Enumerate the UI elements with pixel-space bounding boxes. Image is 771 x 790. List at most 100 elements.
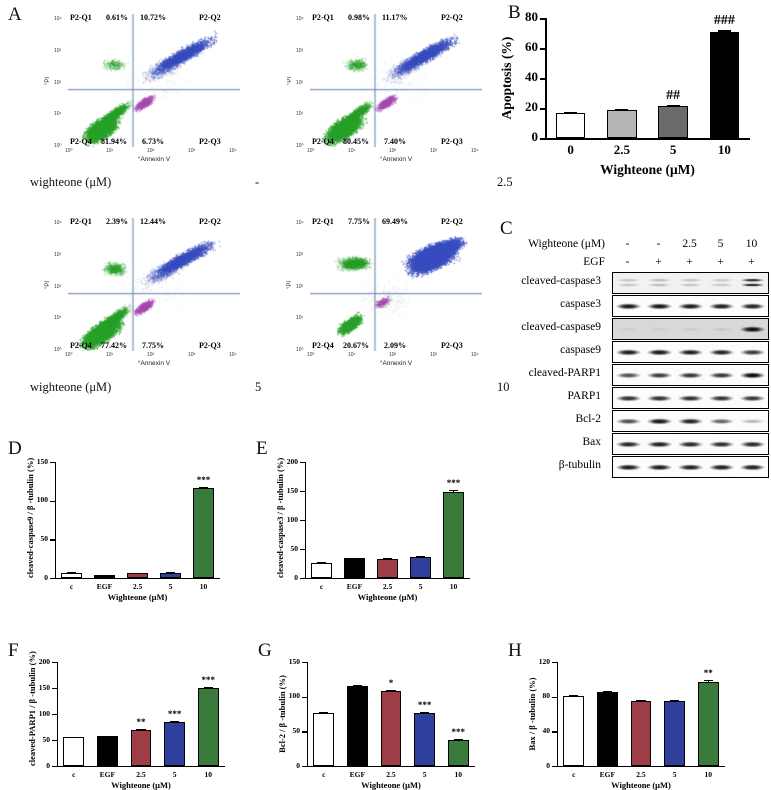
blot-row-box <box>612 272 769 294</box>
flow-q2-value: 12.44% <box>140 217 166 226</box>
x-axis-line <box>545 138 750 140</box>
x-axis-line <box>55 578 220 579</box>
x-tick-label: 5 <box>154 582 187 591</box>
x-tick-label: 2.5 <box>124 770 158 779</box>
flow-ytick: 10⁴ <box>54 220 62 226</box>
bar <box>664 701 685 766</box>
blot-row-label: Bcl-2 <box>470 413 601 425</box>
y-tick-mark <box>540 108 545 110</box>
flow-q3-label: P2-Q3 <box>441 341 463 350</box>
x-axis-line <box>305 578 470 579</box>
flow-ytick: 10¹ <box>54 315 61 321</box>
flow-caption-label: wighteone (μM) <box>30 175 111 190</box>
flow-xtick: 10³ <box>430 352 437 358</box>
y-axis-line <box>557 662 558 767</box>
bar <box>658 106 688 138</box>
x-tick-label: 0 <box>545 142 596 158</box>
blot-row-box <box>612 364 769 386</box>
flow-xtick: 10⁰ <box>65 352 73 358</box>
bar <box>61 573 81 578</box>
x-tick-label: 2.5 <box>371 582 404 591</box>
y-tick-mark <box>552 697 557 698</box>
x-axis-title: Wighteone (μM) <box>557 780 725 790</box>
y-tick-mark <box>302 697 307 698</box>
flow-q3-label: P2-Q3 <box>199 341 221 350</box>
flow-ytick: 10¹ <box>296 111 303 117</box>
x-tick-label: 10 <box>699 142 750 158</box>
flow-xtick: 10² <box>389 148 396 154</box>
y-axis-line <box>55 462 56 579</box>
flow-scatter-canvas <box>68 14 240 147</box>
flow-q3-value: 7.75% <box>142 341 164 350</box>
flow-ytick: 10² <box>54 284 61 290</box>
error-bar-cap <box>454 739 463 740</box>
x-tick-label: EGF <box>591 770 625 779</box>
x-tick-label: c <box>305 582 338 591</box>
y-tick-mark <box>302 662 307 663</box>
flow-q1-label: P2-Q1 <box>70 13 92 22</box>
flow-q4-value: 80.45% <box>343 137 369 146</box>
error-bar-cap <box>718 30 731 31</box>
bar <box>448 740 469 766</box>
flow-q4-value: 20.67% <box>343 341 369 350</box>
blot-row-label: caspase3 <box>470 298 601 310</box>
bar <box>313 713 334 766</box>
blot-band-canvas <box>613 273 768 293</box>
flow-q3-value: 7.40% <box>384 137 406 146</box>
flow-xtick: 10⁰ <box>307 148 315 154</box>
blot-band-canvas <box>613 388 768 408</box>
x-tick-label: 10 <box>437 582 470 591</box>
x-tick-label: c <box>55 582 88 591</box>
bar <box>563 696 584 766</box>
blot-band-canvas <box>613 365 768 385</box>
error-bar-cap <box>353 685 362 686</box>
y-tick-mark <box>302 766 307 767</box>
y-axis-title: Bcl-2 / β -tubulin (%) <box>277 662 287 766</box>
bar <box>631 701 652 766</box>
bar <box>414 713 435 766</box>
flow-plot-3: P2-Q1 2.39% 12.44% P2-Q2 P2-Q4 77.42% 7.75% P2-… <box>68 218 240 351</box>
y-tick-mark <box>52 688 57 689</box>
y-tick-mark <box>540 78 545 80</box>
blot-lane-dose: 10 <box>736 238 767 250</box>
flow-xtick: 10⁴ <box>229 148 237 154</box>
flow-plot-2: P2-Q1 0.98% 11.17% P2-Q2 P2-Q4 80.45% 7.40% P2-… <box>310 14 482 147</box>
y-axis-title: Apoptosis (%) <box>499 18 515 138</box>
blot-row-box <box>612 433 769 455</box>
x-axis-line <box>57 766 225 767</box>
flow-q3-value: 2.09% <box>384 341 406 350</box>
bar <box>164 722 185 766</box>
flow-ytick: 10³ <box>54 48 61 54</box>
flow-xtick: 10⁰ <box>65 148 73 154</box>
flow-q1-value: 2.39% <box>106 217 128 226</box>
bar <box>198 688 219 766</box>
flow-ytick: 10⁴ <box>296 16 304 22</box>
blot-header-egf: EGF <box>470 256 605 268</box>
blot-row-label: caspase9 <box>470 344 601 356</box>
significance-marker: * <box>371 678 411 688</box>
flow-ytick: 10⁰ <box>296 347 304 353</box>
y-tick-mark <box>300 549 305 550</box>
blot-row-label: PARP1 <box>470 390 601 402</box>
error-bar-cap <box>103 736 112 737</box>
error-bar-cap <box>564 112 577 113</box>
x-tick-label: 10 <box>691 770 725 779</box>
flow-scatter-canvas <box>68 218 240 351</box>
blot-lane-egf: + <box>705 256 736 268</box>
flow-xtick: 10⁴ <box>471 148 479 154</box>
flow-ytick: 10² <box>296 284 303 290</box>
blot-row-box <box>612 456 769 478</box>
error-bar-cap <box>67 572 76 573</box>
flow-q2-label: P2-Q2 <box>441 13 463 22</box>
error-bar-cap <box>670 700 679 701</box>
x-tick-label: c <box>57 770 91 779</box>
bar <box>710 32 740 139</box>
error-bar-cap <box>136 729 145 730</box>
flow-q2-label: P2-Q2 <box>199 13 221 22</box>
y-tick-mark <box>50 501 55 502</box>
blot-header-wighteone: Wighteone (μM) <box>470 238 605 250</box>
y-axis-title: cleaved-caspase9 / β -tubulin (%) <box>25 462 35 578</box>
flow-xtick: 10³ <box>430 148 437 154</box>
error-bar-cap <box>69 737 78 738</box>
flow-q2-value: 10.72% <box>140 13 166 22</box>
